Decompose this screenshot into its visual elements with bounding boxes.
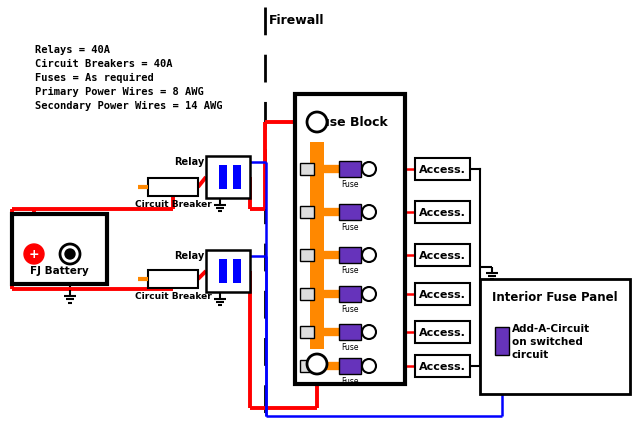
FancyBboxPatch shape — [300, 207, 314, 219]
FancyBboxPatch shape — [300, 288, 314, 300]
FancyBboxPatch shape — [300, 360, 314, 372]
FancyBboxPatch shape — [300, 164, 314, 176]
FancyBboxPatch shape — [300, 249, 314, 262]
FancyBboxPatch shape — [415, 245, 470, 266]
FancyBboxPatch shape — [415, 321, 470, 343]
Circle shape — [362, 205, 376, 219]
FancyBboxPatch shape — [339, 286, 361, 302]
Circle shape — [362, 287, 376, 301]
Text: FJ Battery: FJ Battery — [29, 265, 88, 275]
FancyBboxPatch shape — [148, 178, 198, 196]
Text: Primary Power Wires = 8 AWG: Primary Power Wires = 8 AWG — [35, 87, 204, 97]
FancyBboxPatch shape — [415, 283, 470, 305]
Text: Access.: Access. — [419, 250, 465, 260]
FancyBboxPatch shape — [233, 259, 241, 283]
Text: Fuse Block: Fuse Block — [312, 116, 387, 129]
FancyBboxPatch shape — [339, 324, 361, 340]
FancyBboxPatch shape — [339, 161, 361, 178]
FancyBboxPatch shape — [148, 271, 198, 288]
Text: Fuse: Fuse — [341, 304, 359, 313]
FancyBboxPatch shape — [415, 355, 470, 377]
FancyBboxPatch shape — [233, 166, 241, 190]
Text: Access.: Access. — [419, 164, 465, 175]
Text: Fuse: Fuse — [341, 180, 359, 189]
Circle shape — [60, 245, 80, 265]
Text: Circuit Breakers = 40A: Circuit Breakers = 40A — [35, 59, 173, 69]
Text: Access.: Access. — [419, 207, 465, 218]
FancyBboxPatch shape — [12, 215, 107, 284]
Text: Fuses = As required: Fuses = As required — [35, 73, 154, 83]
Circle shape — [362, 325, 376, 339]
Text: Relays = 40A: Relays = 40A — [35, 45, 110, 55]
FancyBboxPatch shape — [300, 326, 314, 338]
Text: Secondary Power Wires = 14 AWG: Secondary Power Wires = 14 AWG — [35, 101, 223, 111]
Circle shape — [65, 249, 75, 259]
Text: Access.: Access. — [419, 327, 465, 337]
FancyBboxPatch shape — [415, 158, 470, 181]
Text: Access.: Access. — [419, 289, 465, 299]
FancyBboxPatch shape — [339, 204, 361, 221]
Text: Firewall: Firewall — [269, 14, 324, 27]
Text: Relay: Relay — [173, 250, 204, 260]
FancyBboxPatch shape — [339, 248, 361, 263]
FancyBboxPatch shape — [495, 327, 509, 355]
Text: Fuse: Fuse — [341, 342, 359, 351]
Text: Add-A-Circuit
on switched
circuit: Add-A-Circuit on switched circuit — [512, 323, 590, 360]
Circle shape — [307, 354, 327, 374]
Circle shape — [362, 359, 376, 373]
Text: Fuse: Fuse — [341, 376, 359, 385]
FancyBboxPatch shape — [339, 358, 361, 374]
FancyBboxPatch shape — [415, 201, 470, 224]
Text: Relay: Relay — [173, 157, 204, 167]
Text: Interior Fuse Panel: Interior Fuse Panel — [492, 291, 618, 304]
Text: +: + — [29, 248, 39, 261]
Circle shape — [362, 163, 376, 177]
Text: Circuit Breaker: Circuit Breaker — [134, 291, 211, 300]
Text: Access.: Access. — [419, 361, 465, 371]
Text: Fuse: Fuse — [341, 265, 359, 274]
Circle shape — [307, 113, 327, 132]
Text: Fuse: Fuse — [341, 222, 359, 231]
Text: Circuit Breaker: Circuit Breaker — [134, 199, 211, 208]
Circle shape — [24, 245, 44, 265]
FancyBboxPatch shape — [480, 279, 630, 394]
FancyBboxPatch shape — [219, 259, 227, 283]
FancyBboxPatch shape — [206, 157, 250, 199]
Circle shape — [362, 248, 376, 262]
FancyBboxPatch shape — [310, 143, 324, 349]
FancyBboxPatch shape — [219, 166, 227, 190]
FancyBboxPatch shape — [295, 95, 405, 384]
FancyBboxPatch shape — [206, 250, 250, 292]
